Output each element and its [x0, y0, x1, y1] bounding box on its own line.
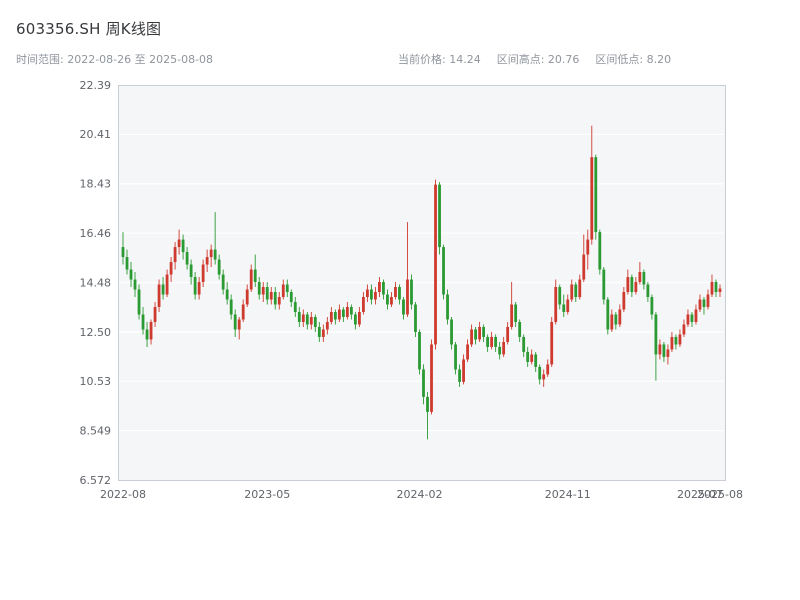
range-high-label: 区间高点: 20.76 — [496, 53, 580, 66]
chart-title: 603356.SH 周K线图 — [16, 20, 162, 38]
svg-text:2025-08: 2025-08 — [697, 488, 743, 501]
svg-text:2024-11: 2024-11 — [545, 488, 591, 501]
svg-text:6.572: 6.572 — [80, 474, 112, 487]
range-low-label: 区间低点: 8.20 — [595, 53, 672, 66]
svg-text:14.48: 14.48 — [80, 276, 112, 289]
current-price-label: 当前价格: 14.24 — [398, 53, 481, 66]
svg-text:18.43: 18.43 — [80, 178, 112, 191]
time-range-label: 时间范围: 2022-08-26 至 2025-08-08 — [16, 53, 214, 66]
svg-text:8.549: 8.549 — [80, 424, 112, 437]
price-summary: 当前价格: 14.24 区间高点: 20.76 区间低点: 8.20 — [398, 51, 671, 67]
svg-text:10.53: 10.53 — [80, 375, 112, 388]
svg-text:2023-05: 2023-05 — [244, 488, 290, 501]
svg-text:2024-02: 2024-02 — [397, 488, 443, 501]
svg-text:12.50: 12.50 — [80, 326, 112, 339]
svg-text:2025-07: 2025-07 — [677, 488, 723, 501]
svg-text:2022-08: 2022-08 — [100, 488, 146, 501]
svg-text:20.41: 20.41 — [80, 128, 112, 141]
svg-text:16.46: 16.46 — [80, 227, 112, 240]
svg-text:22.39: 22.39 — [80, 79, 112, 92]
